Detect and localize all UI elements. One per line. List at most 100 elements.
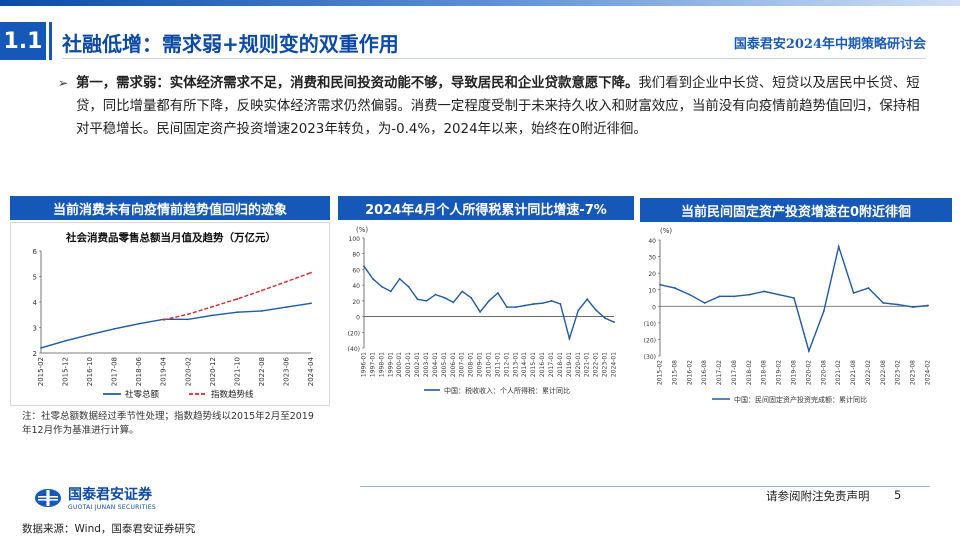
data-point — [261, 289, 263, 292]
data-point — [488, 299, 490, 302]
middle-chart-panel: (%) 100 80 60 40 20 0 (20) (40) 1996-01 1997-01 19… — [338, 222, 634, 406]
y-tick-label: 20 — [648, 271, 656, 278]
data-point — [927, 304, 929, 307]
data-point — [778, 293, 781, 296]
x-tick-label: 1999-01 — [387, 352, 394, 377]
data-point — [523, 304, 526, 307]
company-logo: 国泰君安证券 GUOTAI JUNAN SECURITIES — [34, 484, 156, 511]
x-tick-label: 2012-01 — [503, 352, 510, 377]
data-point — [398, 277, 401, 280]
x-tick-label: 2018-08 — [761, 360, 768, 385]
data-point — [586, 298, 589, 301]
data-point — [138, 322, 141, 325]
data-point — [733, 295, 736, 298]
data-point — [807, 350, 810, 352]
y-tick-label: 3 — [33, 325, 37, 333]
data-point — [310, 271, 312, 274]
data-point — [688, 293, 691, 296]
data-point — [425, 299, 428, 302]
x-tick-label: 2020-02 — [184, 357, 192, 386]
x-tick-label: 2015-08 — [671, 360, 678, 385]
series-line-primary — [363, 265, 615, 342]
bullet-arrow-icon: ➢ — [58, 76, 69, 90]
y-tick-label: 80 — [352, 252, 360, 259]
data-point — [461, 290, 464, 293]
x-tick-label: 2010-01 — [486, 352, 493, 377]
section-divider — [49, 22, 52, 60]
data-point — [882, 302, 885, 304]
x-tick-label: 2011-01 — [494, 352, 501, 377]
data-point — [363, 265, 365, 268]
data-point — [261, 310, 263, 312]
data-point — [852, 292, 855, 294]
y-tick-label: (20) — [644, 337, 656, 344]
y-tick-label: (40) — [348, 346, 360, 353]
data-point — [434, 293, 437, 296]
bullet-body: 我们看到企业中长贷、短贷以及居民中长贷、短贷，同比增量都有所下降，反映实体经济需… — [76, 76, 920, 137]
x-tick-label: 2016-01 — [539, 352, 546, 377]
data-point — [822, 310, 825, 313]
data-point — [187, 318, 190, 321]
data-point — [407, 285, 410, 288]
section-number: 1.1 — [0, 22, 46, 60]
data-point — [236, 298, 239, 300]
x-tick-label: 2000-01 — [396, 352, 403, 377]
data-point — [497, 292, 499, 294]
x-tick-label: 1997-01 — [369, 352, 376, 377]
x-tick-label: 2003-01 — [423, 352, 430, 377]
data-point — [613, 321, 615, 323]
y-tick-label: 30 — [648, 255, 656, 262]
left-chart-title: 社会消费品零售总额当月值及趋势（万亿元） — [65, 231, 276, 244]
data-point — [470, 296, 473, 299]
x-tick-label: 2021-08 — [850, 360, 857, 385]
x-tick-label: 2015-02 — [657, 360, 664, 385]
x-tick-label: 2018-02 — [746, 360, 753, 385]
legend-label-income-tax: 中国：税收收入：个人所得税：累计同比 — [444, 386, 570, 395]
y-tick-label: 40 — [648, 238, 656, 245]
x-tick-label: 2019-01 — [566, 352, 573, 377]
data-point — [912, 306, 915, 309]
data-point — [64, 339, 67, 342]
y-tick-label: 10 — [648, 288, 656, 295]
x-tick-label: 2004-01 — [432, 352, 439, 377]
x-tick-label: 2022-08 — [880, 360, 887, 385]
data-point — [211, 305, 214, 308]
consumption-chart: 社会消费品零售总额当月值及趋势（万亿元） 2 3 4 5 6 2015-02 2015-12… — [33, 231, 315, 400]
x-tick-label: 2005-01 — [441, 352, 448, 377]
data-point — [703, 302, 706, 304]
x-tick-label: 2018-01 — [557, 352, 564, 377]
data-point — [479, 310, 481, 313]
x-tick-label: 2022-02 — [865, 360, 872, 385]
data-point — [372, 277, 374, 280]
data-point — [763, 290, 766, 293]
data-point — [285, 280, 288, 283]
x-tick-label: 2024-04 — [307, 356, 315, 386]
data-point — [673, 287, 676, 289]
left-panel-title: 当前消费未有向疫情前趋势值回归的迹象 — [10, 196, 330, 220]
data-point — [113, 327, 116, 330]
data-point — [550, 299, 553, 302]
data-point — [577, 309, 580, 312]
y-tick-label: 0 — [652, 304, 656, 311]
right-legend: 中国：民间固定资产投资完成额：累计同比 — [712, 395, 867, 404]
data-source: 数据来源：Wind，国泰君安证券研究 — [22, 523, 196, 535]
x-tick-label: 2019-08 — [791, 360, 798, 385]
x-tick-label: 2022-08 — [258, 357, 266, 386]
logo-english: GUOTAI JUNAN SECURITIES — [68, 504, 156, 511]
logo-chinese: 国泰君安证券 — [68, 487, 152, 503]
data-point — [559, 303, 562, 305]
y-tick-label: 0 — [356, 315, 360, 322]
data-point — [452, 301, 455, 304]
data-point — [867, 287, 870, 289]
disclaimer-link[interactable]: 请参阅附注免责声明 — [766, 489, 870, 503]
x-tick-label: 2023-01 — [602, 352, 609, 377]
x-tick-label: 2019-02 — [776, 360, 783, 385]
legend-label-trend: 指数趋势线 — [211, 389, 254, 400]
data-point — [162, 318, 165, 321]
x-tick-label: 2016-02 — [686, 360, 693, 385]
x-tick-label: 2007-01 — [459, 352, 466, 377]
footer-divider — [360, 486, 930, 487]
page-title: 社融低增：需求弱+规则变的双重作用 — [62, 32, 399, 56]
x-tick-label: 2021-10 — [233, 357, 241, 386]
